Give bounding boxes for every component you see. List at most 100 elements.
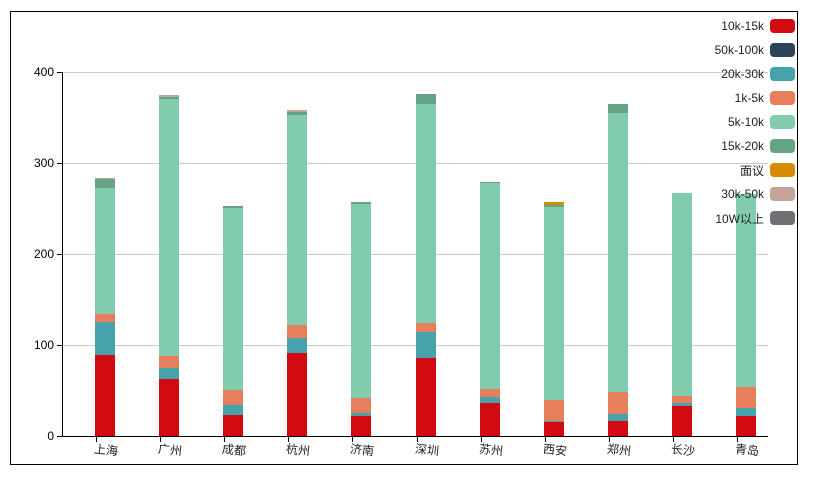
bar-segment[interactable] [736, 407, 756, 416]
bar-segment[interactable] [287, 337, 308, 354]
bar-segment[interactable] [543, 399, 564, 422]
legend-item[interactable]: 10k-15k [715, 14, 795, 38]
chart-frame [10, 11, 798, 465]
bar-segment[interactable] [543, 204, 564, 207]
bar-segment[interactable] [607, 420, 628, 436]
bar-segment[interactable] [607, 392, 628, 415]
bar-segment[interactable] [543, 206, 564, 400]
legend-swatch-icon [770, 43, 795, 57]
x-axis [62, 436, 768, 437]
bar-segment[interactable] [351, 413, 372, 416]
bar-segment[interactable] [671, 403, 692, 406]
bar-segment[interactable] [543, 202, 564, 205]
legend-swatch-icon [770, 163, 795, 177]
bar-segment[interactable] [95, 322, 115, 355]
bar-segment[interactable] [415, 357, 436, 436]
bar-segment[interactable] [671, 395, 692, 404]
x-tick [352, 436, 354, 442]
bar-segment[interactable] [351, 415, 372, 436]
bar-segment[interactable] [607, 112, 628, 393]
bar-segment[interactable] [543, 422, 564, 436]
legend-item[interactable]: 30k-50k [715, 182, 795, 206]
bar-segment[interactable] [415, 93, 436, 104]
bar-segment[interactable] [159, 378, 180, 436]
legend-swatch-icon [770, 187, 795, 201]
bar-segment[interactable] [95, 314, 115, 323]
bar-segment[interactable] [223, 205, 244, 208]
x-tick [544, 436, 546, 442]
x-tick [608, 436, 610, 442]
bar-segment[interactable] [159, 367, 180, 379]
bar-segment[interactable] [287, 324, 308, 338]
bar-segment[interactable] [95, 178, 115, 180]
legend-swatch-icon [770, 91, 795, 105]
bar-segment[interactable] [351, 202, 372, 204]
bar-segment[interactable] [543, 421, 564, 423]
bar-segment[interactable] [736, 386, 756, 408]
bar-segment[interactable] [159, 96, 180, 100]
bar-segment[interactable] [95, 179, 115, 188]
bar-segment[interactable] [607, 414, 628, 421]
x-tick [224, 436, 226, 442]
legend-label: 10k-15k [721, 19, 764, 33]
legend-label: 20k-30k [721, 67, 764, 81]
bar-segment[interactable] [95, 187, 115, 315]
bar-segment[interactable] [223, 207, 244, 390]
y-tick-label: 100 [33, 338, 54, 352]
x-tick-label: 上海 [93, 441, 119, 459]
x-tick [480, 436, 482, 442]
bar-segment[interactable] [223, 389, 244, 406]
legend: 10k-15k 50k-100k 20k-30k 1k-5k 5k-10k 15k-20k… [715, 14, 795, 230]
bar-segment[interactable] [159, 94, 180, 97]
x-tick-label: 长沙 [670, 441, 696, 459]
legend-item[interactable]: 15k-20k [715, 134, 795, 158]
bar-segment[interactable] [671, 193, 692, 396]
bar-segment[interactable] [351, 397, 372, 414]
bar-segment[interactable] [287, 110, 308, 113]
bar-segment[interactable] [95, 355, 115, 436]
y-axis [62, 72, 63, 437]
bar-segment[interactable] [415, 323, 436, 333]
y-tick [57, 72, 62, 73]
bar-segment[interactable] [415, 332, 436, 358]
bar-segment[interactable] [479, 388, 500, 397]
bar-segment[interactable] [607, 103, 628, 113]
legend-swatch-icon [770, 211, 795, 225]
legend-label: 1k-5k [734, 91, 764, 105]
bar-segment[interactable] [159, 355, 180, 368]
bar-segment[interactable] [736, 193, 756, 387]
y-tick-label: 300 [33, 156, 54, 170]
x-tick [416, 436, 418, 442]
x-tick-label: 西安 [542, 441, 568, 459]
bar-segment[interactable] [351, 203, 372, 398]
bar-segment[interactable] [223, 405, 244, 416]
x-tick-label: 杭州 [285, 441, 311, 459]
bar-segment[interactable] [159, 99, 180, 356]
bar-segment[interactable] [287, 353, 308, 436]
x-tick-label: 济南 [349, 441, 376, 459]
y-tick [57, 436, 62, 437]
bar-segment[interactable] [479, 182, 500, 184]
legend-label: 30k-50k [721, 187, 764, 201]
legend-item[interactable]: 20k-30k [715, 62, 795, 86]
bar-segment[interactable] [287, 114, 308, 325]
bar-segment[interactable] [223, 415, 244, 436]
bar-segment[interactable] [479, 183, 500, 389]
y-tick [57, 254, 62, 255]
legend-label: 10W以上 [715, 211, 764, 226]
legend-item[interactable]: 面议 [715, 158, 795, 182]
legend-item[interactable]: 5k-10k [715, 110, 795, 134]
legend-swatch-icon [770, 115, 795, 129]
bar-segment[interactable] [736, 415, 756, 436]
legend-item[interactable]: 50k-100k [715, 38, 795, 62]
legend-item[interactable]: 10W以上 [715, 206, 795, 230]
legend-label: 15k-20k [721, 139, 764, 153]
legend-item[interactable]: 1k-5k [715, 86, 795, 110]
legend-label: 5k-10k [727, 115, 764, 129]
y-tick [57, 345, 62, 346]
bar-segment[interactable] [287, 112, 308, 115]
bar-segment[interactable] [479, 396, 500, 404]
bar-segment[interactable] [479, 403, 500, 436]
bar-segment[interactable] [671, 405, 692, 436]
bar-segment[interactable] [415, 103, 436, 324]
